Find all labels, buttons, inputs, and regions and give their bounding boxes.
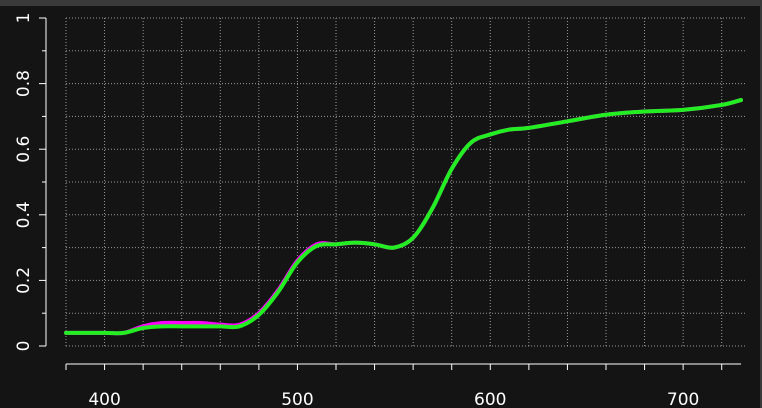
y-tick-label: 0.8 <box>14 70 34 97</box>
y-tick-label: 1 <box>14 13 34 24</box>
series <box>64 98 743 336</box>
x-tick-label: 500 <box>281 390 313 408</box>
x-tick-label: 400 <box>88 390 120 408</box>
series-line-green <box>64 98 743 336</box>
grid <box>65 17 747 347</box>
y-tick-label: 0.4 <box>14 201 34 228</box>
plot-area-background <box>0 6 760 408</box>
y-tick-label: 0 <box>14 341 34 352</box>
y-tick-label: 0.2 <box>14 267 34 294</box>
x-tick-label: 700 <box>667 390 699 408</box>
y-tick-label: 0.6 <box>14 136 34 163</box>
x-tick-label: 600 <box>474 390 506 408</box>
axes: 0 0.2 0.4 0.6 0.8 1 400 500 600 700 <box>14 13 741 408</box>
